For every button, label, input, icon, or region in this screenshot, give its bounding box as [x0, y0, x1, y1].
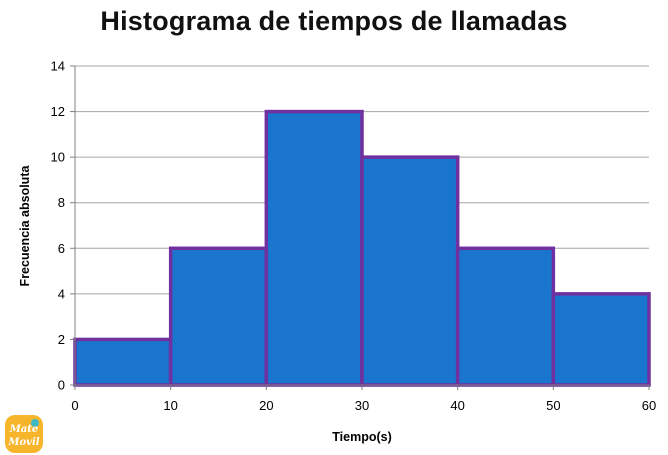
logo-text-line1: Mate [9, 424, 39, 435]
y-tick-labels: 0 2 4 6 8 10 12 14 [51, 59, 65, 393]
y-tick-label-4: 4 [58, 286, 65, 301]
y-tick-label-10: 10 [51, 150, 65, 165]
x-tick-label-0: 0 [71, 398, 78, 413]
x-axis-title: Tiempo(s) [332, 430, 392, 444]
bar-10-20 [168, 246, 269, 387]
logo-text-line2: Movil [7, 437, 39, 448]
chart-title: Histograma de tiempos de llamadas [100, 6, 568, 36]
x-tick-label-20: 20 [259, 398, 273, 413]
y-tick-label-12: 12 [51, 104, 65, 119]
bar-0-10 [73, 337, 173, 387]
y-tick-label-14: 14 [51, 59, 65, 74]
x-tick-label-30: 30 [355, 398, 369, 413]
bar-30-40 [360, 155, 460, 387]
bar-20-30 [264, 109, 364, 387]
x-tick-label-40: 40 [450, 398, 464, 413]
bar-40-50 [455, 246, 556, 387]
bar-50-60 [551, 292, 651, 387]
y-tick-label-2: 2 [58, 332, 65, 347]
x-tick-label-10: 10 [163, 398, 177, 413]
x-tick-label-60: 60 [642, 398, 656, 413]
y-tick-label-6: 6 [58, 241, 65, 256]
y-axis-title: Frecuencia absoluta [18, 165, 32, 287]
axes [70, 65, 650, 390]
y-tick-label-8: 8 [58, 195, 65, 210]
logo-accent [31, 419, 39, 427]
x-tick-label-50: 50 [546, 398, 560, 413]
matemovil-logo: Mate Movil [5, 415, 43, 453]
y-tick-label-0: 0 [58, 378, 65, 393]
x-tick-labels: 0 10 20 30 40 50 60 [71, 398, 656, 413]
